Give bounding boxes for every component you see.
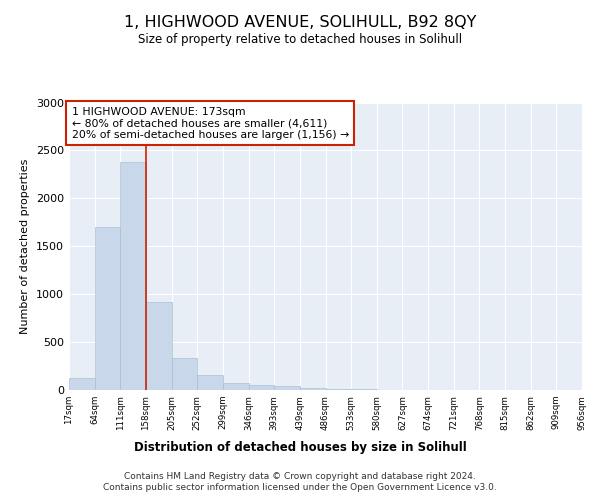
- Bar: [197, 375, 223, 390]
- Bar: [248, 384, 274, 390]
- Bar: [300, 388, 325, 390]
- Bar: [325, 389, 351, 390]
- Text: 1 HIGHWOOD AVENUE: 173sqm
← 80% of detached houses are smaller (4,611)
20% of se: 1 HIGHWOOD AVENUE: 173sqm ← 80% of detac…: [71, 107, 349, 140]
- Bar: [223, 383, 248, 390]
- Text: Contains HM Land Registry data © Crown copyright and database right 2024.: Contains HM Land Registry data © Crown c…: [124, 472, 476, 481]
- Y-axis label: Number of detached properties: Number of detached properties: [20, 158, 31, 334]
- Text: Distribution of detached houses by size in Solihull: Distribution of detached houses by size …: [134, 441, 466, 454]
- Bar: [146, 302, 172, 390]
- Bar: [274, 386, 300, 390]
- Text: 1, HIGHWOOD AVENUE, SOLIHULL, B92 8QY: 1, HIGHWOOD AVENUE, SOLIHULL, B92 8QY: [124, 15, 476, 30]
- Bar: [121, 162, 146, 390]
- Bar: [172, 358, 197, 390]
- Text: Size of property relative to detached houses in Solihull: Size of property relative to detached ho…: [138, 32, 462, 46]
- Bar: [69, 378, 95, 390]
- Bar: [95, 227, 121, 390]
- Text: Contains public sector information licensed under the Open Government Licence v3: Contains public sector information licen…: [103, 484, 497, 492]
